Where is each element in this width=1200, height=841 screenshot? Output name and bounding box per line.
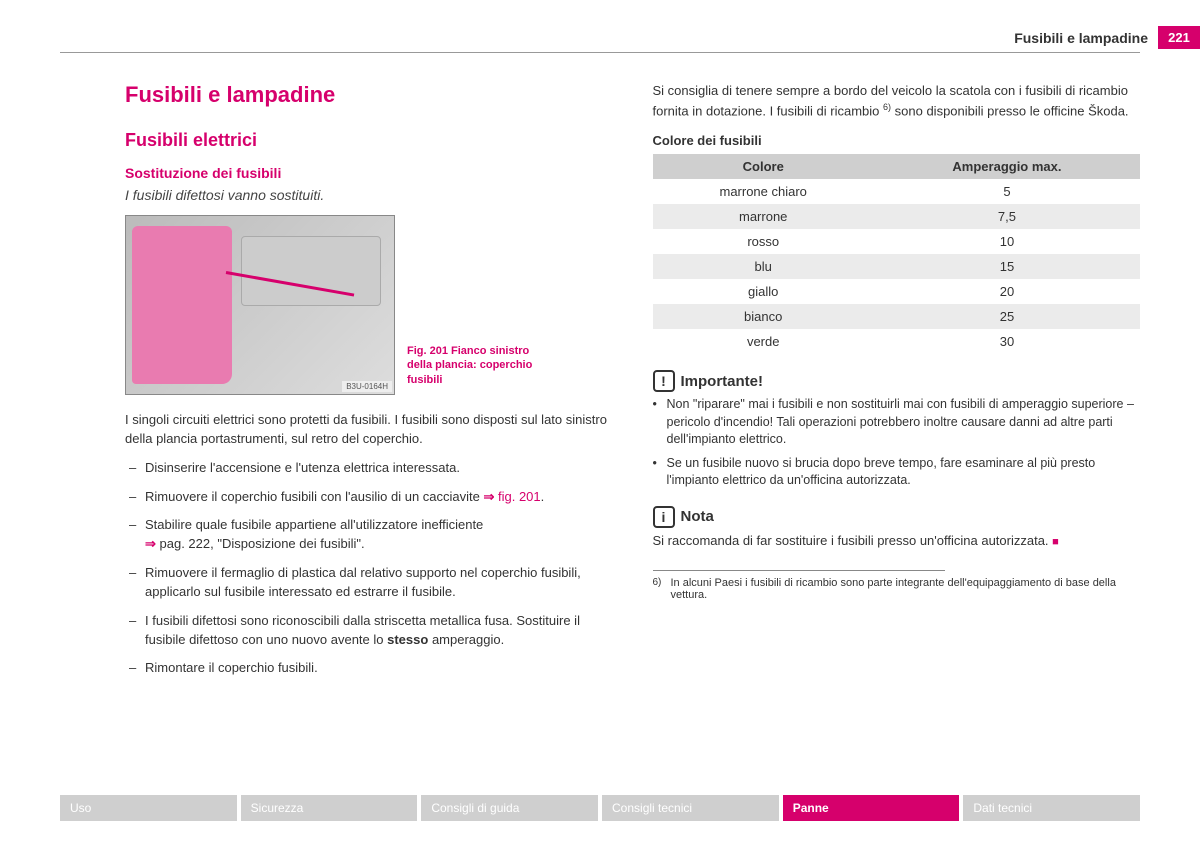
intro-right: Si consiglia di tenere sempre a bordo de…	[653, 82, 1141, 121]
intro-paragraph: I singoli circuiti elettrici sono protet…	[125, 411, 613, 449]
summary-text: I fusibili difettosi vanno sostituiti.	[125, 187, 613, 203]
tab-consigli-guida[interactable]: Consigli di guida	[421, 795, 598, 821]
fuse-table-title: Colore dei fusibili	[653, 133, 1141, 148]
step-item: Rimuovere il coperchio fusibili con l'au…	[125, 488, 613, 507]
end-marker: ■	[1052, 536, 1059, 548]
warning-item: Se un fusibile nuovo si brucia dopo brev…	[653, 455, 1141, 490]
right-column: Si consiglia di tenere sempre a bordo de…	[653, 82, 1141, 688]
step-item: Disinserire l'accensione e l'utenza elet…	[125, 459, 613, 478]
table-row: rosso10	[653, 229, 1141, 254]
table-header: Amperaggio max.	[874, 154, 1140, 179]
step-item: Stabilire quale fusibile appartiene all'…	[125, 516, 613, 554]
header-section: Fusibili e lampadine	[1014, 30, 1158, 46]
table-row: marrone7,5	[653, 204, 1141, 229]
figure-image: B3U-0164H	[125, 215, 395, 395]
footer-tabs: Uso Sicurezza Consigli di guida Consigli…	[60, 795, 1140, 821]
step-item: I fusibili difettosi sono riconoscibili …	[125, 612, 613, 650]
footnote: 6) In alcuni Paesi i fusibili di ricambi…	[653, 577, 1141, 601]
table-row: blu15	[653, 254, 1141, 279]
table-row: marrone chiaro5	[653, 179, 1141, 204]
warning-icon: !	[653, 370, 675, 392]
step-item: Rimuovere il fermaglio di plastica dal r…	[125, 564, 613, 602]
tab-uso[interactable]: Uso	[60, 795, 237, 821]
note-title: Nota	[681, 508, 714, 525]
important-title: Importante!	[681, 373, 764, 390]
section-heading: Fusibili elettrici	[125, 130, 613, 151]
footnote-rule	[653, 570, 946, 571]
important-heading: ! Importante!	[653, 370, 1141, 392]
footnote-number: 6)	[653, 577, 665, 601]
tab-panne[interactable]: Panne	[783, 795, 960, 821]
tab-sicurezza[interactable]: Sicurezza	[241, 795, 418, 821]
page-number: 221	[1158, 26, 1200, 49]
note-heading: i Nota	[653, 506, 1141, 528]
page-title: Fusibili e lampadine	[125, 82, 613, 108]
page-header: Fusibili e lampadine 221	[1014, 26, 1200, 49]
table-row: verde30	[653, 329, 1141, 354]
info-icon: i	[653, 506, 675, 528]
tab-consigli-tecnici[interactable]: Consigli tecnici	[602, 795, 779, 821]
warning-item: Non "riparare" mai i fusibili e non sost…	[653, 396, 1141, 449]
tab-dati-tecnici[interactable]: Dati tecnici	[963, 795, 1140, 821]
header-rule	[60, 52, 1140, 53]
note-text: Si raccomanda di far sostituire i fusibi…	[653, 532, 1141, 551]
subsection-heading: Sostituzione dei fusibili	[125, 165, 613, 181]
fuse-color-table: Colore Amperaggio max. marrone chiaro5 m…	[653, 154, 1141, 354]
figure-caption: Fig. 201 Fianco sinistro della plancia: …	[407, 344, 547, 395]
figure-row: B3U-0164H Fig. 201 Fianco sinistro della…	[125, 215, 613, 395]
figure-code: B3U-0164H	[342, 381, 392, 392]
warning-list: Non "riparare" mai i fusibili e non sost…	[653, 396, 1141, 490]
left-column: Fusibili e lampadine Fusibili elettrici …	[125, 82, 613, 688]
steps-list: Disinserire l'accensione e l'utenza elet…	[125, 459, 613, 679]
table-row: giallo20	[653, 279, 1141, 304]
table-row: bianco25	[653, 304, 1141, 329]
footnote-text: In alcuni Paesi i fusibili di ricambio s…	[671, 577, 1141, 601]
step-item: Rimontare il coperchio fusibili.	[125, 659, 613, 678]
table-header: Colore	[653, 154, 874, 179]
